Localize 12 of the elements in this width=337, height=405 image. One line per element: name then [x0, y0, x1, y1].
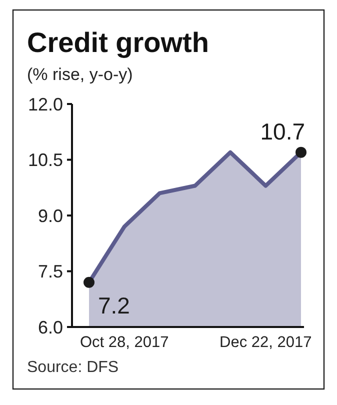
y-tick-label: 6.0	[38, 317, 63, 338]
chart-subtitle: (% rise, y-o-y)	[27, 65, 133, 84]
y-tick-label: 7.5	[38, 262, 63, 282]
x-tick-label: Oct 28, 2017	[80, 334, 169, 351]
y-tick-label: 10.5	[28, 150, 63, 170]
data-label: 7.2	[98, 292, 130, 318]
y-tick-label: 12.0	[28, 94, 63, 114]
source-note: Source: DFS	[27, 359, 119, 376]
x-tick-label: Dec 22, 2017	[220, 334, 312, 351]
chart-title: Credit growth	[27, 27, 209, 58]
y-tick-label: 9.0	[38, 206, 63, 226]
data-label: 10.7	[260, 118, 305, 144]
